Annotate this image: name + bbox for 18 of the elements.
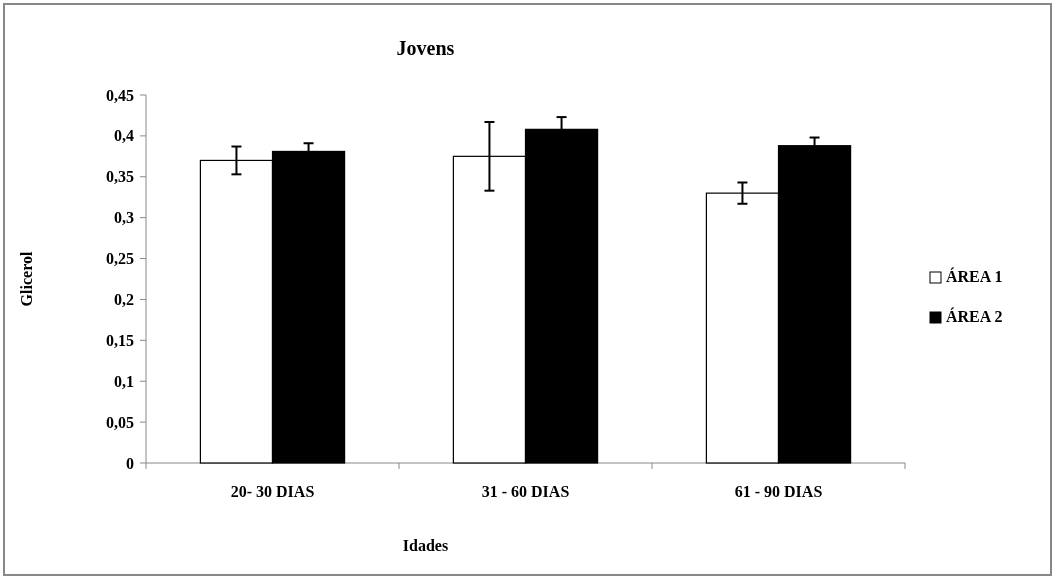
y-tick-label: 0,05 <box>106 413 134 431</box>
y-tick-label: 0,45 <box>106 86 134 104</box>
y-tick-label: 0,2 <box>114 291 134 309</box>
chart-title: Jovens <box>396 37 455 59</box>
y-tick-label: 0,4 <box>114 127 134 145</box>
y-tick-label: 0,1 <box>114 372 134 390</box>
y-tick-label: 0,15 <box>106 331 134 349</box>
x-tick-label: 20- 30 DIAS <box>230 483 315 500</box>
y-tick-label: 0,3 <box>114 209 134 227</box>
y-tick-label: 0,25 <box>106 250 134 268</box>
y-tick-label: 0 <box>126 454 134 472</box>
x-tick-label: 61 - 90 DIAS <box>734 483 823 500</box>
y-axis-title: Glicerol <box>18 251 35 307</box>
legend-label: ÁREA 2 <box>946 307 1003 325</box>
y-tick-label: 0,35 <box>106 168 134 186</box>
x-axis-title: Idades <box>402 537 449 554</box>
x-tick-label: 31 - 60 DIAS <box>481 483 570 500</box>
legend-label: ÁREA 1 <box>946 267 1003 285</box>
